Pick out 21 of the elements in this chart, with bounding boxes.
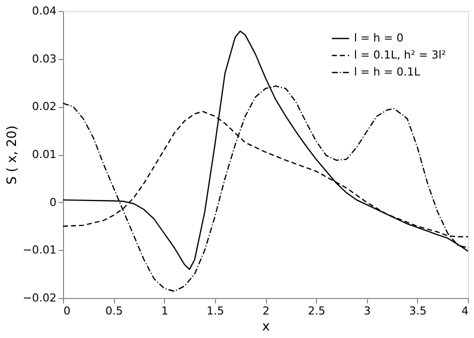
y-tick-label: 0.02 (32, 100, 56, 114)
x-tick-label: 4 (462, 304, 468, 318)
y-tick-label: 0.04 (32, 4, 56, 18)
x-tick-label: 3 (364, 304, 371, 318)
y-tick-label: −0.02 (22, 292, 56, 304)
x-axis-title: x (262, 320, 270, 334)
x-tick-label: 2.5 (308, 304, 326, 318)
legend-label: l = h = 0 (354, 32, 404, 44)
y-tick-label: 0 (50, 196, 56, 209)
y-tick-label: 0.01 (32, 148, 56, 161)
x-tick-label: 1.5 (206, 304, 224, 318)
x-tick-label: 1 (161, 304, 168, 318)
x-tick-label: 0.5 (105, 304, 123, 318)
y-axis-title: S ( x, 20) (4, 125, 20, 185)
legend-label: l = h = 0.1L (354, 66, 421, 78)
x-tick-label: 0 (64, 304, 70, 318)
x-tick-label: 3.5 (409, 304, 427, 318)
y-tick-label: 0.03 (32, 52, 56, 66)
legend-label: l = 0.1L, h² = 3l² (354, 48, 446, 62)
x-tick-label: 2 (262, 304, 270, 318)
y-tick-label: −0.01 (22, 244, 56, 257)
